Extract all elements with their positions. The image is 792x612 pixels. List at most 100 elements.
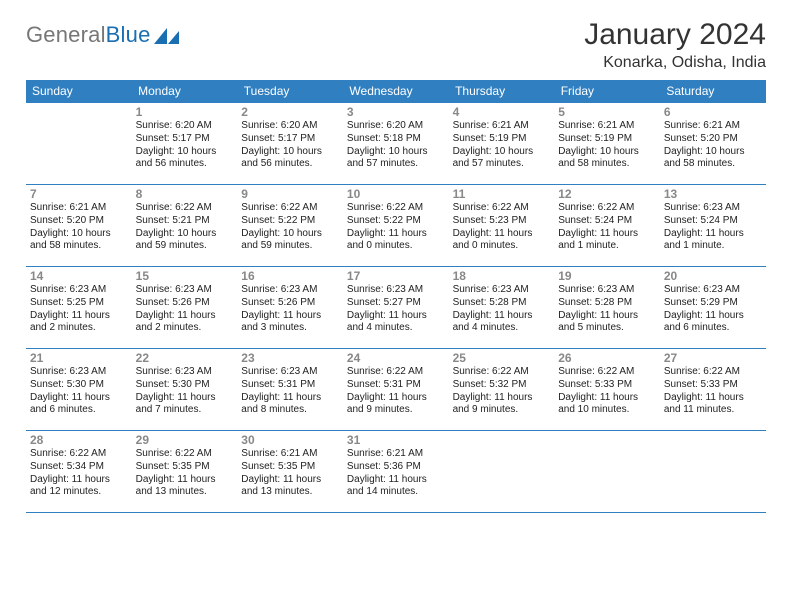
calendar-cell: 13Sunrise: 6:23 AMSunset: 5:24 PMDayligh…: [660, 185, 766, 267]
sunset-text: Sunset: 5:28 PM: [453, 297, 551, 310]
sunset-text: Sunset: 5:24 PM: [558, 215, 656, 228]
day-number: 31: [347, 433, 445, 447]
calendar-cell: 21Sunrise: 6:23 AMSunset: 5:30 PMDayligh…: [26, 349, 132, 431]
day-number: 5: [558, 105, 656, 119]
daylight-text: Daylight: 11 hours and 1 minute.: [664, 228, 762, 254]
sunrise-text: Sunrise: 6:22 AM: [664, 366, 762, 379]
day-info: Sunrise: 6:22 AMSunset: 5:31 PMDaylight:…: [347, 366, 445, 417]
daylight-text: Daylight: 10 hours and 56 minutes.: [136, 146, 234, 172]
sunrise-text: Sunrise: 6:22 AM: [241, 202, 339, 215]
sunset-text: Sunset: 5:25 PM: [30, 297, 128, 310]
day-info: Sunrise: 6:23 AMSunset: 5:29 PMDaylight:…: [664, 284, 762, 335]
location-text: Konarka, Odisha, India: [584, 54, 766, 72]
sunrise-text: Sunrise: 6:21 AM: [453, 120, 551, 133]
daylight-text: Daylight: 10 hours and 58 minutes.: [664, 146, 762, 172]
day-number: 30: [241, 433, 339, 447]
day-info: Sunrise: 6:23 AMSunset: 5:27 PMDaylight:…: [347, 284, 445, 335]
sunset-text: Sunset: 5:17 PM: [136, 133, 234, 146]
daylight-text: Daylight: 10 hours and 58 minutes.: [558, 146, 656, 172]
calendar-row: 14Sunrise: 6:23 AMSunset: 5:25 PMDayligh…: [26, 267, 766, 349]
day-info: Sunrise: 6:21 AMSunset: 5:36 PMDaylight:…: [347, 448, 445, 499]
sail-triangle-icon: [154, 26, 180, 44]
sunset-text: Sunset: 5:33 PM: [558, 379, 656, 392]
sunrise-text: Sunrise: 6:22 AM: [453, 366, 551, 379]
day-number: 17: [347, 269, 445, 283]
day-number: 24: [347, 351, 445, 365]
weekday-header: Thursday: [449, 80, 555, 103]
day-info: Sunrise: 6:22 AMSunset: 5:33 PMDaylight:…: [664, 366, 762, 417]
sunset-text: Sunset: 5:30 PM: [30, 379, 128, 392]
sunrise-text: Sunrise: 6:21 AM: [664, 120, 762, 133]
sunrise-text: Sunrise: 6:21 AM: [241, 448, 339, 461]
sunset-text: Sunset: 5:21 PM: [136, 215, 234, 228]
sunset-text: Sunset: 5:36 PM: [347, 461, 445, 474]
sunset-text: Sunset: 5:26 PM: [136, 297, 234, 310]
sunset-text: Sunset: 5:35 PM: [136, 461, 234, 474]
daylight-text: Daylight: 10 hours and 56 minutes.: [241, 146, 339, 172]
day-info: Sunrise: 6:21 AMSunset: 5:19 PMDaylight:…: [558, 120, 656, 171]
daylight-text: Daylight: 11 hours and 9 minutes.: [453, 392, 551, 418]
calendar-cell: 17Sunrise: 6:23 AMSunset: 5:27 PMDayligh…: [343, 267, 449, 349]
brand-word1: General: [26, 22, 106, 47]
sunset-text: Sunset: 5:29 PM: [664, 297, 762, 310]
sunrise-text: Sunrise: 6:23 AM: [347, 284, 445, 297]
calendar-cell: 23Sunrise: 6:23 AMSunset: 5:31 PMDayligh…: [237, 349, 343, 431]
day-number: 10: [347, 187, 445, 201]
daylight-text: Daylight: 11 hours and 12 minutes.: [30, 474, 128, 500]
day-info: Sunrise: 6:20 AMSunset: 5:18 PMDaylight:…: [347, 120, 445, 171]
calendar-body: 1Sunrise: 6:20 AMSunset: 5:17 PMDaylight…: [26, 103, 766, 513]
daylight-text: Daylight: 11 hours and 6 minutes.: [664, 310, 762, 336]
calendar-cell: 26Sunrise: 6:22 AMSunset: 5:33 PMDayligh…: [554, 349, 660, 431]
sunset-text: Sunset: 5:22 PM: [241, 215, 339, 228]
calendar-cell: 28Sunrise: 6:22 AMSunset: 5:34 PMDayligh…: [26, 431, 132, 513]
sunset-text: Sunset: 5:24 PM: [664, 215, 762, 228]
day-info: Sunrise: 6:23 AMSunset: 5:26 PMDaylight:…: [136, 284, 234, 335]
day-number: 18: [453, 269, 551, 283]
sunrise-text: Sunrise: 6:21 AM: [347, 448, 445, 461]
calendar-row: 28Sunrise: 6:22 AMSunset: 5:34 PMDayligh…: [26, 431, 766, 513]
daylight-text: Daylight: 10 hours and 59 minutes.: [241, 228, 339, 254]
sunrise-text: Sunrise: 6:22 AM: [347, 202, 445, 215]
sunset-text: Sunset: 5:23 PM: [453, 215, 551, 228]
sunset-text: Sunset: 5:17 PM: [241, 133, 339, 146]
sunrise-text: Sunrise: 6:20 AM: [241, 120, 339, 133]
sunset-text: Sunset: 5:33 PM: [664, 379, 762, 392]
daylight-text: Daylight: 11 hours and 2 minutes.: [30, 310, 128, 336]
sunrise-text: Sunrise: 6:23 AM: [136, 284, 234, 297]
day-number: 4: [453, 105, 551, 119]
day-info: Sunrise: 6:23 AMSunset: 5:28 PMDaylight:…: [558, 284, 656, 335]
day-number: 7: [30, 187, 128, 201]
sunset-text: Sunset: 5:20 PM: [664, 133, 762, 146]
sunset-text: Sunset: 5:18 PM: [347, 133, 445, 146]
weekday-header: Friday: [554, 80, 660, 103]
day-number: 11: [453, 187, 551, 201]
day-info: Sunrise: 6:23 AMSunset: 5:24 PMDaylight:…: [664, 202, 762, 253]
calendar-cell: 19Sunrise: 6:23 AMSunset: 5:28 PMDayligh…: [554, 267, 660, 349]
sunset-text: Sunset: 5:19 PM: [453, 133, 551, 146]
sunset-text: Sunset: 5:27 PM: [347, 297, 445, 310]
weekday-header: Saturday: [660, 80, 766, 103]
sunrise-text: Sunrise: 6:20 AM: [347, 120, 445, 133]
sunset-text: Sunset: 5:31 PM: [347, 379, 445, 392]
calendar-cell: 11Sunrise: 6:22 AMSunset: 5:23 PMDayligh…: [449, 185, 555, 267]
brand-word2: Blue: [106, 22, 151, 47]
calendar-row: 7Sunrise: 6:21 AMSunset: 5:20 PMDaylight…: [26, 185, 766, 267]
sunrise-text: Sunrise: 6:22 AM: [136, 448, 234, 461]
daylight-text: Daylight: 11 hours and 3 minutes.: [241, 310, 339, 336]
daylight-text: Daylight: 11 hours and 6 minutes.: [30, 392, 128, 418]
calendar-cell: 3Sunrise: 6:20 AMSunset: 5:18 PMDaylight…: [343, 103, 449, 185]
day-info: Sunrise: 6:22 AMSunset: 5:24 PMDaylight:…: [558, 202, 656, 253]
sunset-text: Sunset: 5:32 PM: [453, 379, 551, 392]
day-info: Sunrise: 6:22 AMSunset: 5:33 PMDaylight:…: [558, 366, 656, 417]
day-number: 26: [558, 351, 656, 365]
day-info: Sunrise: 6:21 AMSunset: 5:19 PMDaylight:…: [453, 120, 551, 171]
day-info: Sunrise: 6:22 AMSunset: 5:34 PMDaylight:…: [30, 448, 128, 499]
day-number: 14: [30, 269, 128, 283]
weekday-header: Monday: [132, 80, 238, 103]
calendar-cell: 16Sunrise: 6:23 AMSunset: 5:26 PMDayligh…: [237, 267, 343, 349]
day-number: 16: [241, 269, 339, 283]
sunset-text: Sunset: 5:20 PM: [30, 215, 128, 228]
day-number: 23: [241, 351, 339, 365]
day-number: 1: [136, 105, 234, 119]
day-number: 15: [136, 269, 234, 283]
